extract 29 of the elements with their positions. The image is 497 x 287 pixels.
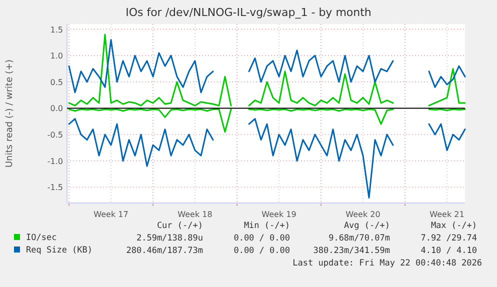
text: Avg (-/+) bbox=[344, 221, 390, 231]
legend-label: Req Size (KB) bbox=[26, 246, 93, 256]
x-tick-label: Week 19 bbox=[262, 210, 296, 219]
text: 0.00 / 0.00 bbox=[234, 234, 290, 244]
text: 7.92 /29.74 bbox=[420, 234, 477, 244]
x-tick-label: Week 17 bbox=[94, 210, 128, 219]
text: Max (-/+) bbox=[430, 221, 477, 231]
y-tick-label: 0.0 bbox=[50, 104, 63, 114]
y-tick-label: -1.0 bbox=[47, 156, 63, 166]
text: 280.46m/187.73m bbox=[126, 246, 203, 256]
text: 2.59m/138.89u bbox=[136, 234, 203, 244]
y-tick-label: -0.5 bbox=[47, 130, 63, 140]
text: 380.23m/341.59m bbox=[313, 246, 390, 256]
x-tick-label: Week 18 bbox=[178, 210, 212, 219]
y-tick-label: 1.0 bbox=[50, 52, 63, 61]
y-tick-label: 1.5 bbox=[50, 25, 63, 34]
text: 4.10 / 4.10 bbox=[420, 246, 477, 256]
legend-label: IO/sec bbox=[26, 233, 57, 243]
chart-title: IOs for /dev/NLNOG-IL-vg/swap_1 - by month bbox=[126, 6, 372, 19]
text: 9.68m/70.07m bbox=[328, 234, 390, 244]
y-tick-label: -1.5 bbox=[47, 183, 63, 192]
text: 0.00 / 0.00 bbox=[234, 246, 290, 256]
y-axis-title: Units read (-) / write (+) bbox=[5, 59, 15, 168]
x-tick-label: Week 20 bbox=[346, 210, 380, 219]
y-tick-label: 0.5 bbox=[50, 78, 63, 87]
text: Cur (-/+) bbox=[156, 221, 203, 231]
x-tick-label: Week 21 bbox=[430, 210, 464, 219]
text: Last update: Fri May 22 00:40:48 2026 bbox=[292, 258, 482, 268]
text: Min (-/+) bbox=[244, 221, 290, 231]
